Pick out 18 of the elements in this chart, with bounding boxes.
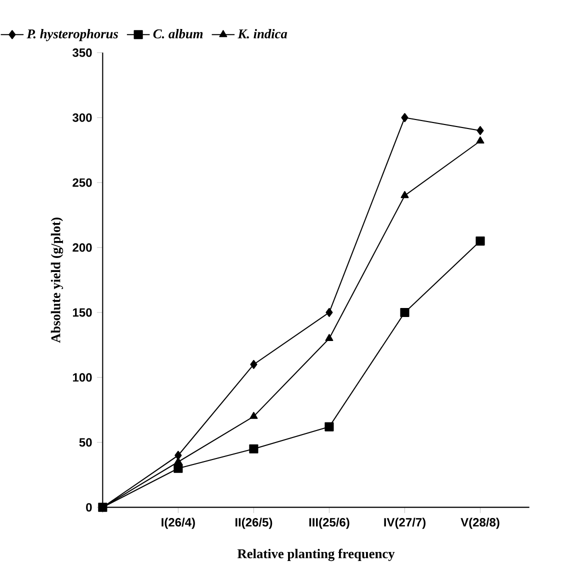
legend-label: P. hysterophorus [26, 28, 118, 42]
y-tick-label: 250 [72, 178, 92, 187]
x-tick-label: III(25/6) [309, 518, 350, 529]
legend-label: K. indica [238, 28, 288, 38]
x-tick-label: II(26/5) [235, 518, 272, 529]
legend-label: C. album [153, 28, 203, 38]
y-tick-label: 100 [73, 373, 92, 382]
y-tick-label: 300 [72, 113, 92, 122]
y-axis-title: Absolute yield (g/plot) [50, 218, 64, 343]
y-tick-label: 50 [79, 438, 92, 447]
x-axis-title: Relative planting frequency [237, 548, 395, 562]
x-tick-label: IV(27/7) [384, 518, 426, 529]
y-tick-label: 350 [72, 48, 92, 57]
x-tick-label: I(26/4) [162, 518, 195, 529]
y-tick-label: 150 [73, 308, 92, 317]
y-tick-label: 200 [72, 243, 92, 252]
x-tick-label: V(28/8) [460, 518, 500, 529]
y-tick-label: 0 [86, 503, 92, 512]
